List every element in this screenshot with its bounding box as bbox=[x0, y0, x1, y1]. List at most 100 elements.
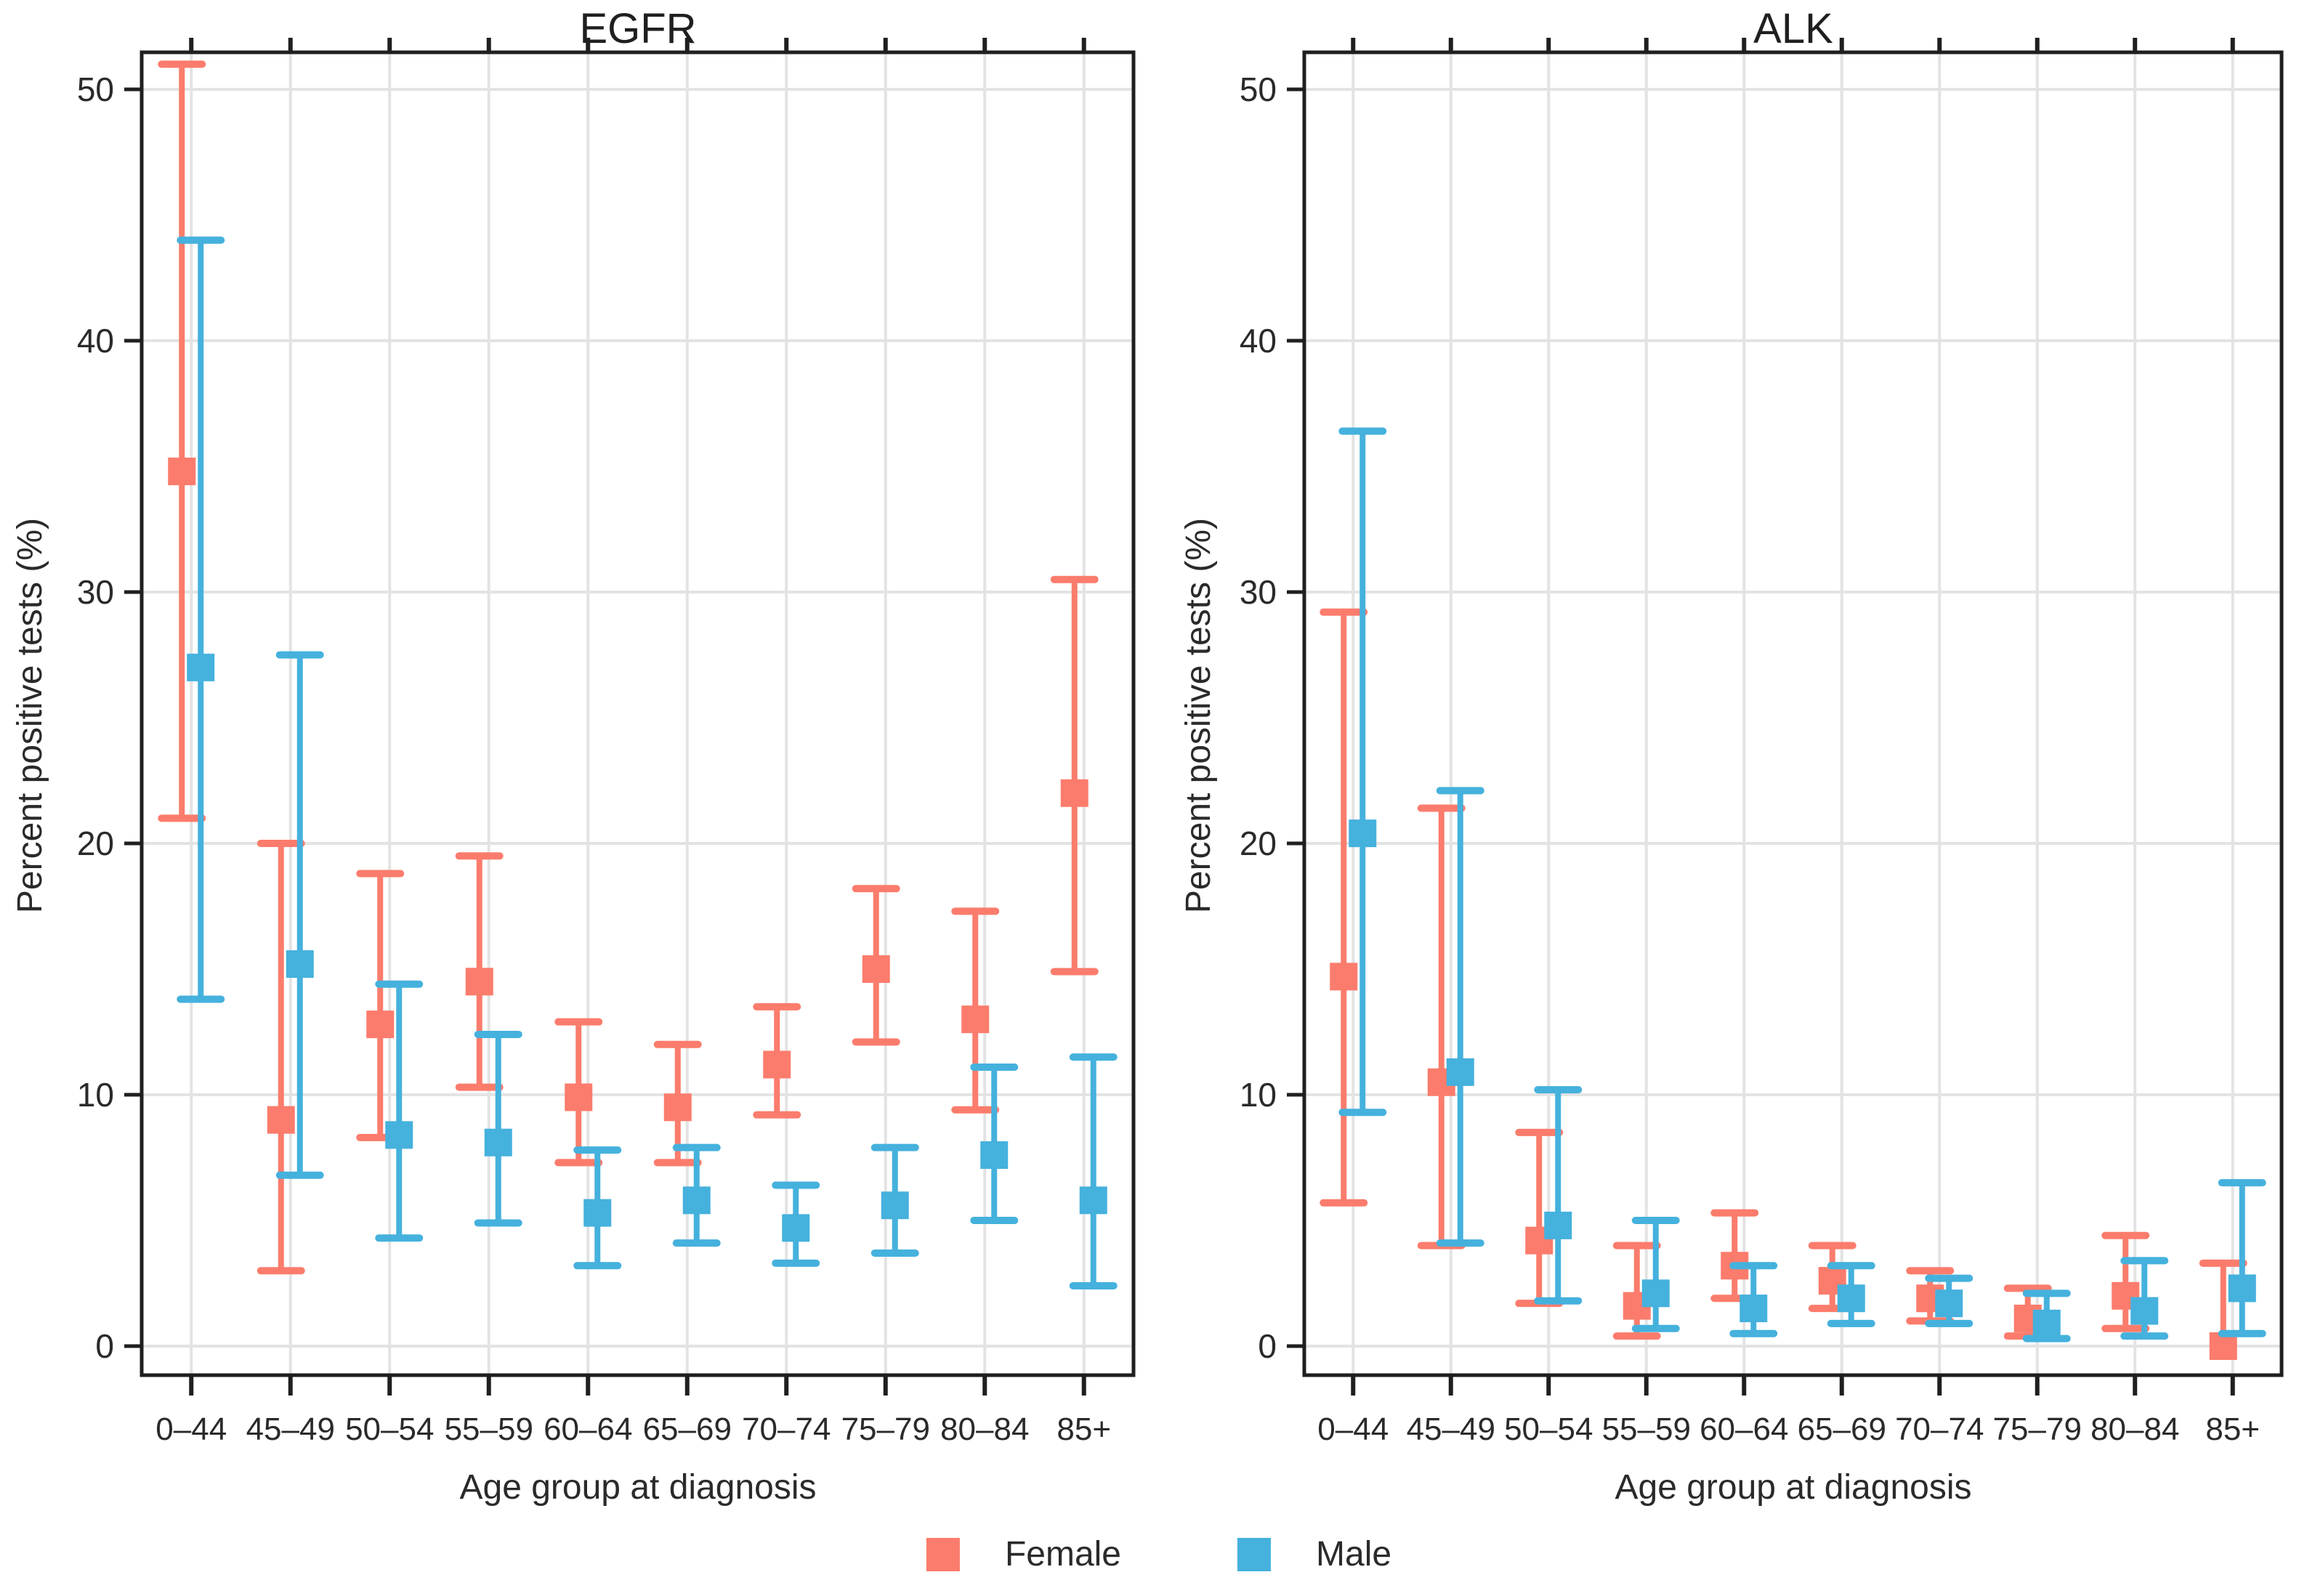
point-marker bbox=[1349, 819, 1377, 848]
point-alk-male-6 bbox=[1925, 1274, 1973, 1327]
point-alk-male-2 bbox=[1534, 1086, 1583, 1305]
point-marker bbox=[583, 1199, 612, 1227]
x-axis-title-left: Age group at diagnosis bbox=[459, 1468, 817, 1507]
point-alk-female-0 bbox=[1320, 608, 1368, 1207]
point-egfr-female-1 bbox=[256, 840, 305, 1275]
x-tick-label: 80–84 bbox=[940, 1411, 1029, 1447]
x-tick-label: 45–49 bbox=[246, 1411, 335, 1447]
y-tick-label: 0 bbox=[95, 1327, 114, 1365]
point-alk-male-0 bbox=[1338, 427, 1387, 1117]
legend-item-female: Female bbox=[926, 1534, 1121, 1574]
point-marker bbox=[763, 1050, 791, 1079]
point-marker bbox=[1446, 1058, 1474, 1086]
y-tick-label: 30 bbox=[1240, 573, 1277, 611]
panel-border bbox=[1302, 50, 2284, 1377]
x-tick-label: 60–64 bbox=[1700, 1411, 1788, 1447]
point-marker bbox=[980, 1141, 1009, 1170]
point-marker bbox=[1641, 1279, 1670, 1308]
point-marker bbox=[286, 950, 314, 979]
point-egfr-female-0 bbox=[158, 60, 206, 822]
point-marker bbox=[484, 1128, 512, 1157]
x-tick-label: 80–84 bbox=[2090, 1411, 2179, 1447]
point-marker bbox=[385, 1121, 413, 1149]
x-axis-title-right: Age group at diagnosis bbox=[1615, 1468, 1972, 1507]
point-egfr-female-9 bbox=[1050, 575, 1099, 976]
x-tick-label: 65–69 bbox=[643, 1411, 732, 1447]
male-swatch-icon bbox=[1237, 1537, 1272, 1571]
y-tick-label: 20 bbox=[77, 825, 114, 862]
x-tick-label: 45–49 bbox=[1407, 1411, 1495, 1447]
x-tick-label: 55–59 bbox=[445, 1411, 533, 1447]
point-marker bbox=[2130, 1297, 2159, 1325]
y-tick-label: 10 bbox=[77, 1076, 114, 1114]
legend-label-male: Male bbox=[1316, 1535, 1392, 1573]
point-egfr-male-0 bbox=[177, 236, 225, 1003]
panel-border bbox=[140, 50, 1136, 1377]
point-egfr-male-8 bbox=[970, 1063, 1019, 1224]
point-egfr-female-5 bbox=[653, 1040, 702, 1167]
x-tick-label: 0–44 bbox=[1317, 1411, 1389, 1447]
legend-item-male: Male bbox=[1237, 1534, 1391, 1574]
x-tick-label: 55–59 bbox=[1602, 1411, 1691, 1447]
y-axis-title-right: Percent positive tests (%) bbox=[1179, 517, 1218, 914]
point-egfr-male-4 bbox=[573, 1146, 622, 1270]
y-tick-label: 0 bbox=[1258, 1327, 1277, 1365]
y-tick-label: 30 bbox=[77, 573, 114, 611]
point-alk-male-3 bbox=[1631, 1217, 1680, 1332]
point-alk-male-4 bbox=[1729, 1262, 1778, 1337]
x-tick-label: 75–79 bbox=[1993, 1411, 2082, 1447]
point-alk-male-7 bbox=[2022, 1289, 2071, 1342]
point-marker bbox=[881, 1191, 909, 1220]
point-marker bbox=[1740, 1295, 1768, 1323]
point-marker bbox=[2032, 1309, 2061, 1337]
point-egfr-female-7 bbox=[852, 885, 900, 1046]
point-egfr-female-8 bbox=[951, 907, 1000, 1114]
x-tick-label: 50–54 bbox=[345, 1411, 434, 1447]
x-tick-label: 85+ bbox=[1056, 1411, 1111, 1447]
point-alk-female-1 bbox=[1417, 804, 1466, 1249]
panel-title-egfr: EGFR bbox=[579, 5, 697, 52]
point-marker bbox=[1837, 1284, 1865, 1313]
x-tick-label: 0–44 bbox=[155, 1411, 227, 1447]
point-marker bbox=[1935, 1289, 1963, 1318]
y-tick-label: 50 bbox=[77, 70, 114, 108]
panel-title-alk: ALK bbox=[1753, 5, 1833, 52]
y-tick-label: 20 bbox=[1240, 825, 1277, 862]
x-tick-label: 65–69 bbox=[1798, 1411, 1886, 1447]
point-egfr-male-2 bbox=[375, 980, 424, 1242]
point-marker bbox=[187, 653, 215, 681]
point-alk-female-5 bbox=[1808, 1241, 1856, 1313]
point-marker bbox=[663, 1093, 692, 1122]
point-alk-male-5 bbox=[1827, 1262, 1875, 1327]
point-egfr-male-7 bbox=[870, 1143, 919, 1257]
point-marker bbox=[1544, 1211, 1572, 1239]
y-tick-label: 40 bbox=[77, 322, 114, 360]
point-marker bbox=[1060, 779, 1088, 807]
y-tick-label: 40 bbox=[1240, 322, 1277, 360]
x-tick-label: 70–74 bbox=[1895, 1411, 1984, 1447]
point-egfr-male-6 bbox=[772, 1181, 820, 1267]
point-alk-male-8 bbox=[2120, 1257, 2169, 1340]
y-axis-title-left: Percent positive tests (%) bbox=[11, 517, 49, 914]
point-alk-male-9 bbox=[2218, 1179, 2266, 1337]
point-egfr-male-5 bbox=[672, 1143, 721, 1247]
y-tick-label: 50 bbox=[1240, 70, 1277, 108]
point-marker bbox=[682, 1186, 711, 1215]
x-tick-label: 50–54 bbox=[1504, 1411, 1593, 1447]
point-marker bbox=[2228, 1274, 2256, 1303]
female-swatch-icon bbox=[926, 1537, 960, 1571]
point-marker bbox=[366, 1010, 395, 1039]
point-egfr-female-2 bbox=[356, 870, 405, 1141]
legend: Female Male bbox=[926, 1534, 1391, 1574]
point-egfr-male-3 bbox=[474, 1030, 522, 1227]
y-tick-label: 10 bbox=[1240, 1076, 1277, 1114]
point-marker bbox=[1330, 963, 1358, 991]
point-egfr-male-9 bbox=[1069, 1053, 1118, 1289]
legend-label-female: Female bbox=[1004, 1535, 1122, 1573]
point-marker bbox=[465, 968, 493, 996]
point-egfr-female-3 bbox=[455, 852, 504, 1091]
point-egfr-male-1 bbox=[275, 651, 324, 1179]
x-tick-label: 60–64 bbox=[544, 1411, 632, 1447]
